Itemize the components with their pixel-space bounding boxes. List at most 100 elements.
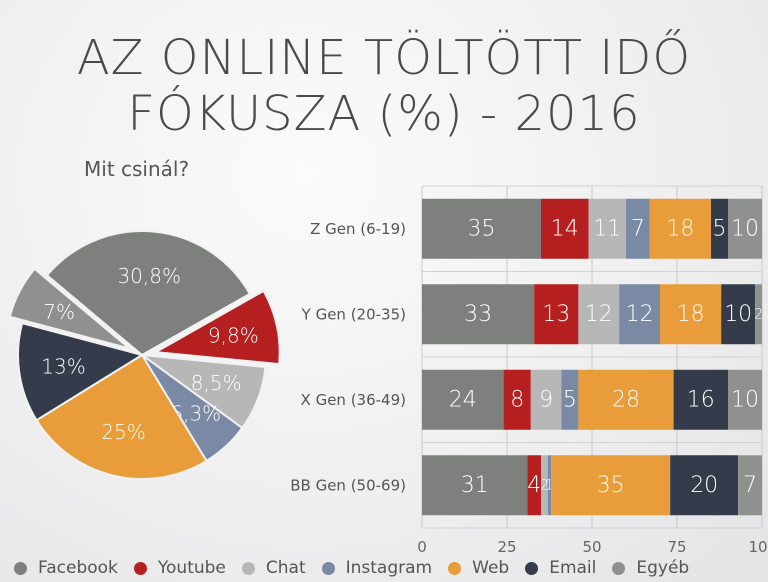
legend-label: Email bbox=[549, 558, 597, 578]
legend-label: Youtube bbox=[157, 558, 226, 578]
bar-value-label: 33 bbox=[464, 302, 492, 327]
legend-label: Facebook bbox=[38, 558, 118, 578]
bar-value-label: 24 bbox=[449, 387, 477, 412]
legend-swatch bbox=[448, 561, 462, 575]
bar-value-label: 1 bbox=[545, 477, 554, 493]
bar-value-label: 31 bbox=[461, 473, 489, 498]
bar-chat bbox=[578, 284, 620, 345]
pie-label-youtube: 9,8% bbox=[208, 324, 259, 348]
bar-email bbox=[673, 369, 728, 430]
bar-instagram bbox=[619, 284, 660, 345]
legend-item-email: Email bbox=[525, 558, 596, 578]
legend-label: Chat bbox=[265, 558, 306, 578]
bar-egy-b bbox=[728, 369, 762, 430]
y-category-label: BB Gen (50-69) bbox=[290, 476, 406, 494]
bar-value-label: 4 bbox=[527, 473, 541, 498]
bar-value-label: 2 bbox=[754, 306, 763, 322]
bar-value-label: 18 bbox=[666, 216, 694, 241]
bar-value-label: 2 bbox=[540, 477, 549, 493]
bar-egy-b bbox=[738, 455, 762, 516]
pie-subtitle: Mit csinál? bbox=[84, 157, 190, 181]
bar-email bbox=[721, 284, 756, 345]
bar-facebook bbox=[422, 198, 541, 259]
pie-slice-email bbox=[17, 321, 145, 422]
y-category-label: Y Gen (20-35) bbox=[301, 305, 406, 323]
bar-web bbox=[551, 455, 671, 516]
bar-value-label: 11 bbox=[593, 216, 621, 241]
bar-instagram bbox=[561, 369, 579, 430]
legend-label: Instagram bbox=[345, 558, 433, 578]
legend-swatch bbox=[321, 561, 335, 575]
legend-swatch bbox=[133, 561, 147, 575]
bar-value-label: 10 bbox=[731, 216, 759, 241]
bar-value-label: 7 bbox=[631, 216, 645, 241]
y-category-label: X Gen (36-49) bbox=[301, 391, 406, 409]
bar-value-label: 5 bbox=[563, 387, 577, 412]
legend-item-youtube: Youtube bbox=[133, 558, 226, 578]
bar-value-label: 12 bbox=[626, 302, 654, 327]
legend-swatch bbox=[241, 561, 255, 575]
bar-youtube bbox=[541, 198, 589, 259]
x-tick-label: 75 bbox=[667, 538, 686, 556]
x-tick-label: 0 bbox=[417, 538, 427, 556]
bar-value-label: 16 bbox=[687, 387, 715, 412]
x-tick-label: 10 bbox=[748, 538, 767, 556]
legend-item-chat: Chat bbox=[241, 558, 306, 578]
bar-value-label: 8 bbox=[510, 387, 524, 412]
legend-label: Web bbox=[472, 558, 510, 578]
bar-value-label: 13 bbox=[542, 302, 570, 327]
bar-value-label: 12 bbox=[585, 302, 613, 327]
bar-instagram bbox=[547, 455, 552, 516]
pie-label-egy-b: 7% bbox=[43, 300, 75, 324]
pie-label-email: 13% bbox=[41, 355, 85, 379]
bar-egy-b bbox=[755, 284, 762, 345]
legend-item-egy-b: Egyéb bbox=[612, 558, 689, 578]
bar-value-label: 35 bbox=[597, 473, 625, 498]
pie-slice-web bbox=[35, 353, 208, 480]
bar-value-label: 7 bbox=[743, 473, 757, 498]
chart-legend: Facebook Youtube Chat Instagram Web Email Egyé… bbox=[14, 556, 768, 580]
bar-value-label: 35 bbox=[468, 216, 496, 241]
bar-value-label: 28 bbox=[612, 387, 640, 412]
bar-value-label: 18 bbox=[677, 302, 705, 327]
bar-chat bbox=[530, 369, 562, 430]
bar-value-label: 10 bbox=[724, 302, 752, 327]
bar-youtube bbox=[527, 455, 541, 516]
bar-value-label: 10 bbox=[731, 387, 759, 412]
title-line-1: AZ ONLINE TÖLTÖTT IDŐ bbox=[76, 30, 692, 86]
legend-swatch bbox=[14, 561, 27, 575]
pie-slice-youtube bbox=[152, 289, 281, 366]
pie-label-facebook: 30,8% bbox=[117, 264, 181, 288]
legend-item-web: Web bbox=[448, 558, 509, 578]
pie-label-chat: 8,5% bbox=[191, 371, 242, 395]
bar-youtube bbox=[503, 369, 531, 430]
bar-instagram bbox=[626, 198, 650, 259]
bar-value-label: 5 bbox=[713, 216, 727, 241]
legend-swatch bbox=[612, 561, 626, 575]
bar-value-label: 20 bbox=[690, 473, 718, 498]
pie-label-web: 25% bbox=[101, 420, 145, 444]
page-title: AZ ONLINE TÖLTÖTT IDŐ FÓKUSZA (%) - 2016 bbox=[0, 30, 768, 142]
bar-web bbox=[578, 369, 674, 430]
bar-web bbox=[649, 198, 711, 259]
y-category-label: Z Gen (6-19) bbox=[310, 220, 406, 238]
bar-email bbox=[711, 198, 728, 259]
bar-value-label: 9 bbox=[539, 387, 553, 412]
bar-value-label: 14 bbox=[551, 216, 579, 241]
bar-egy-b bbox=[728, 198, 762, 259]
x-tick-label: 25 bbox=[497, 538, 516, 556]
bar-chat bbox=[541, 455, 548, 516]
bar-chat bbox=[588, 198, 626, 259]
bar-web bbox=[660, 284, 722, 345]
pie-slice-egy-b bbox=[8, 267, 131, 350]
legend-label: Egyéb bbox=[636, 558, 690, 578]
title-line-2: FÓKUSZA (%) - 2016 bbox=[127, 86, 641, 142]
bar-facebook bbox=[422, 284, 535, 345]
legend-swatch bbox=[525, 561, 539, 575]
bar-facebook bbox=[422, 369, 504, 430]
legend-item-instagram: Instagram bbox=[321, 558, 433, 578]
legend-item-facebook: Facebook bbox=[14, 558, 118, 578]
bar-facebook bbox=[422, 455, 528, 516]
pie-slice-facebook bbox=[45, 230, 252, 357]
